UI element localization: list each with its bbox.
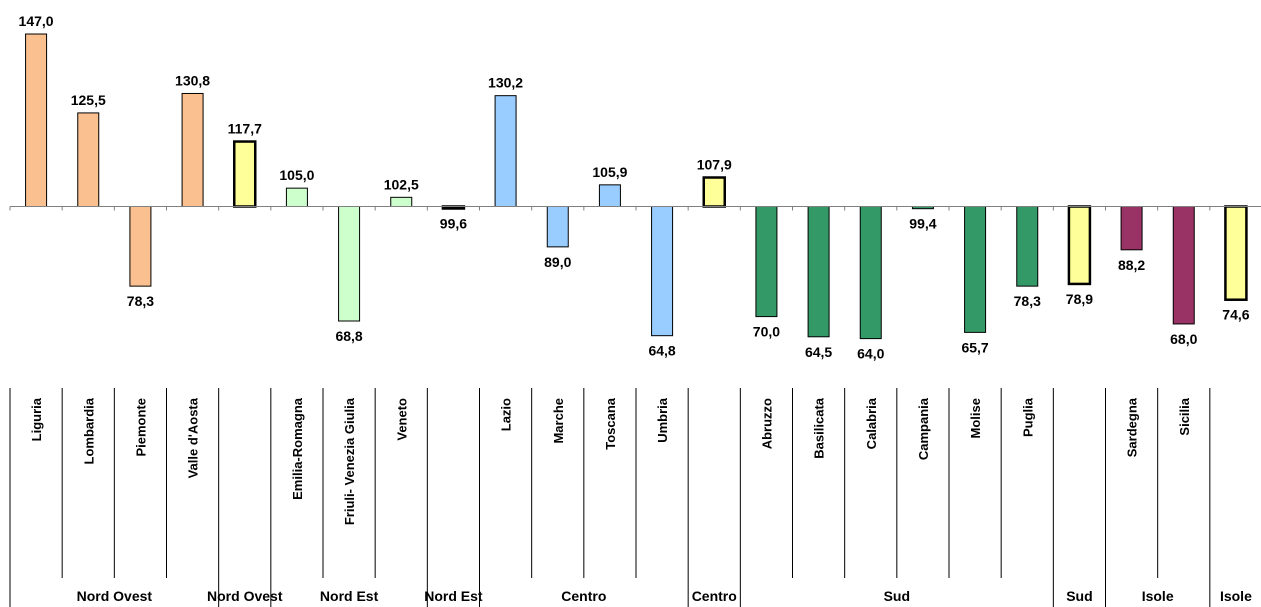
value-label-19: 78,3 [1014, 293, 1041, 309]
group-label-2: Nord Est [320, 588, 379, 604]
category-label-18: Molise [968, 398, 983, 438]
value-label-20: 78,9 [1066, 291, 1093, 307]
category-label-7: Veneto [394, 398, 409, 441]
bar-4 [233, 140, 257, 208]
category-label-19: Puglia [1020, 397, 1035, 437]
bars [25, 33, 1248, 340]
group-label-8: Isole [1142, 588, 1174, 604]
value-label-4: 117,7 [228, 121, 262, 137]
bar-16 [859, 206, 882, 340]
value-label-1: 125,5 [71, 92, 106, 108]
category-label-10: Marche [551, 398, 566, 444]
value-label-17: 99,4 [909, 216, 936, 232]
value-label-21: 88,2 [1118, 257, 1145, 273]
value-label-9: 130,2 [488, 75, 523, 91]
bar-18 [964, 206, 987, 333]
bar-23 [1224, 205, 1248, 301]
value-label-5: 105,0 [279, 167, 314, 183]
category-label-11: Toscana [603, 397, 618, 450]
value-label-6: 68,8 [335, 328, 362, 344]
category-label-16: Calabria [864, 397, 879, 449]
category-labels: Liguria Lombardia Piemonte Valle d'Aosta Emi… [29, 397, 1192, 525]
category-label-15: Basilicata [812, 397, 827, 458]
group-label-1: Nord Ovest [207, 588, 283, 604]
value-label-15: 64,5 [805, 344, 832, 360]
bar-10 [546, 206, 569, 248]
bar-15 [807, 206, 830, 338]
bar-21 [1120, 206, 1143, 251]
value-label-22: 68,0 [1170, 331, 1197, 347]
category-label-3: Valle d'Aosta [186, 397, 201, 478]
value-label-13: 107,9 [697, 157, 732, 173]
category-label-12: Umbria [655, 397, 670, 443]
bar-3 [181, 92, 204, 207]
value-label-8: 99,6 [440, 216, 467, 232]
bar-9 [494, 95, 517, 207]
category-label-5: Emilia-Romagna [290, 397, 305, 500]
bar-12 [651, 206, 674, 337]
group-label-9: Isole [1220, 588, 1252, 604]
value-label-7: 102,5 [384, 176, 419, 192]
value-label-2: 78,3 [127, 293, 154, 309]
group-label-0: Nord Ovest [77, 588, 153, 604]
category-label-22: Sicilia [1177, 397, 1192, 435]
value-label-12: 64,8 [648, 343, 675, 359]
value-label-14: 70,0 [753, 324, 780, 340]
bar-11 [598, 184, 621, 207]
value-label-18: 65,7 [961, 339, 988, 355]
value-label-3: 130,8 [175, 72, 210, 88]
category-label-2: Piemonte [133, 398, 148, 457]
value-label-23: 74,6 [1222, 307, 1249, 323]
value-labels: 147,0 125,5 78,3 130,8 117,7 105,0 68,8 102,5 99… [19, 13, 1250, 362]
bar-6 [338, 206, 361, 322]
category-label-1: Lombardia [81, 397, 96, 464]
bar-0 [25, 33, 48, 208]
bar-22 [1172, 206, 1195, 325]
group-label-3: Nord Est [424, 588, 483, 604]
group-label-7: Sud [1066, 588, 1092, 604]
bar-7 [390, 196, 413, 207]
category-label-14: Abruzzo [759, 398, 774, 449]
category-label-9: Lazio [499, 398, 514, 431]
category-grid [9, 206, 1211, 607]
group-label-6: Sud [884, 588, 910, 604]
category-label-21: Sardegna [1125, 397, 1140, 457]
group-label-5: Centro [692, 588, 737, 604]
group-labels: Nord Ovest Nord Ovest Nord Est Nord Est Cent… [77, 588, 1252, 604]
value-label-0: 147,0 [19, 13, 54, 29]
group-label-4: Centro [561, 588, 606, 604]
bar-13 [702, 176, 726, 208]
category-label-17: Campania [916, 397, 931, 460]
bar-2 [129, 206, 152, 287]
category-label-6: Friuli- Venezia Giulia [342, 397, 357, 525]
bar-5 [285, 187, 308, 207]
bar-1 [77, 112, 100, 207]
bar-14 [755, 206, 778, 318]
value-label-11: 105,9 [592, 164, 627, 180]
value-label-10: 89,0 [544, 254, 571, 270]
bar-20 [1067, 205, 1092, 286]
bar-19 [1016, 206, 1039, 287]
value-label-16: 64,0 [857, 346, 884, 362]
category-label-0: Liguria [29, 397, 44, 441]
